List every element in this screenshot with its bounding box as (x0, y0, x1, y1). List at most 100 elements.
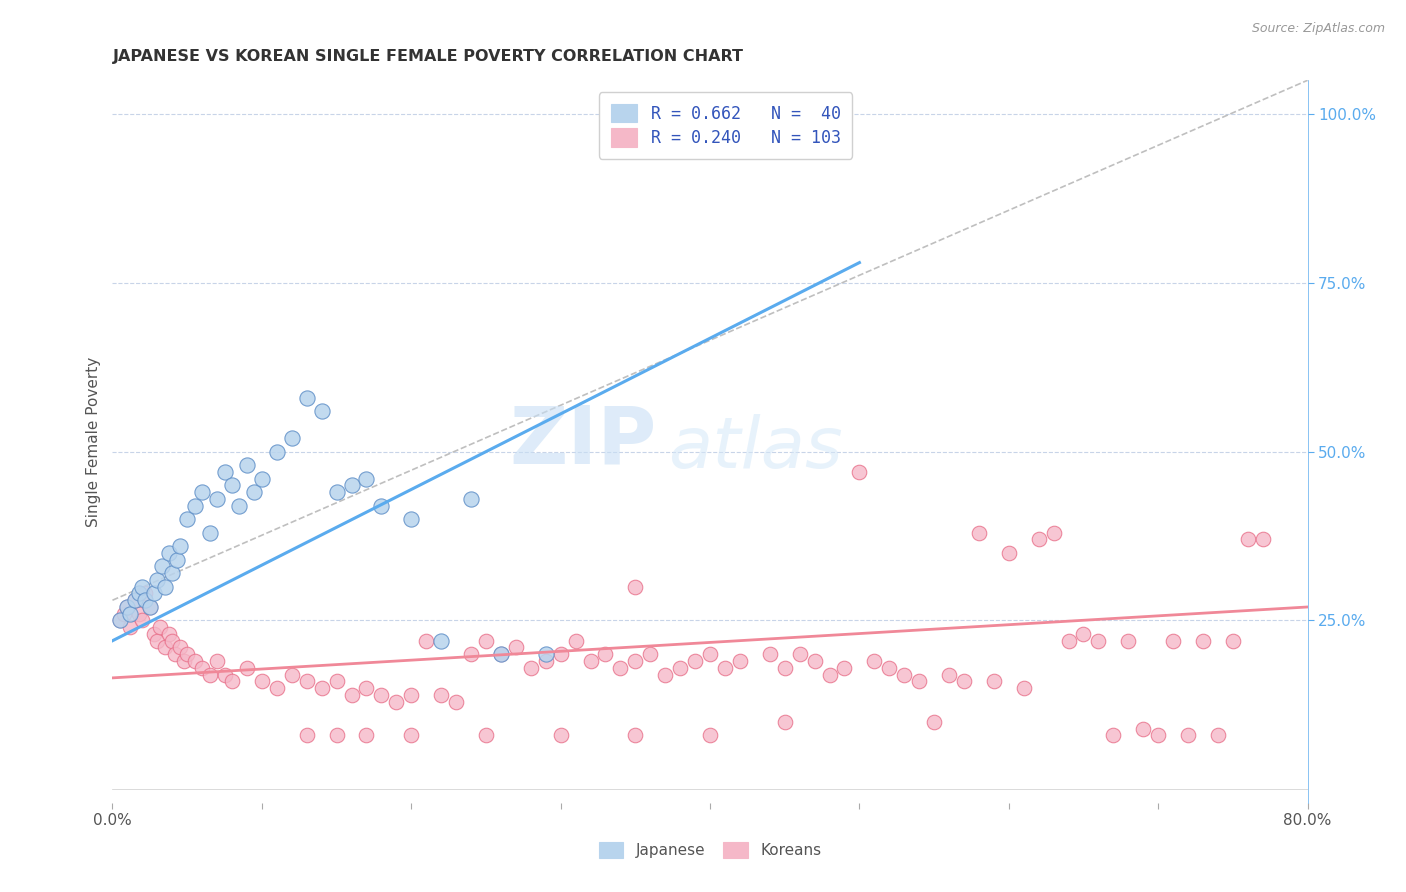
Point (773, 714, 796, 729)
Point (114, 607, 135, 621)
Point (520, 661, 543, 675)
Point (157, 627, 180, 641)
Point (1192, 633, 1215, 648)
Point (609, 661, 631, 675)
Point (108, 614, 131, 628)
Point (1206, 728, 1229, 742)
Point (430, 633, 453, 648)
Point (1102, 728, 1125, 742)
Point (165, 647, 187, 661)
Point (879, 661, 901, 675)
Text: JAPANESE VS KOREAN SINGLE FEMALE POVERTY CORRELATION CHART: JAPANESE VS KOREAN SINGLE FEMALE POVERTY… (112, 49, 744, 64)
Point (983, 674, 1005, 689)
Point (236, 661, 259, 675)
Point (401, 728, 423, 742)
Point (295, 391, 318, 405)
Point (128, 607, 150, 621)
Point (1118, 633, 1140, 648)
Point (325, 728, 347, 742)
Point (759, 647, 782, 661)
Point (370, 688, 392, 702)
Point (624, 580, 647, 594)
Point (205, 491, 228, 506)
Point (340, 478, 363, 492)
Point (176, 647, 198, 661)
Point (863, 654, 886, 668)
Point (162, 633, 183, 648)
Point (444, 694, 467, 708)
Point (370, 499, 392, 513)
Point (281, 431, 304, 445)
Point (183, 654, 205, 668)
Point (1057, 633, 1080, 648)
Point (475, 728, 498, 742)
Point (266, 681, 288, 695)
Point (460, 647, 482, 661)
Point (922, 714, 945, 729)
Point (325, 674, 347, 689)
Point (699, 647, 721, 661)
Point (460, 491, 482, 506)
Point (120, 607, 142, 621)
Point (295, 728, 318, 742)
Point (311, 404, 333, 418)
Point (325, 485, 347, 500)
Point (131, 614, 153, 628)
Point (550, 728, 572, 742)
Point (415, 633, 437, 648)
Point (198, 525, 221, 540)
Point (146, 573, 169, 587)
Point (564, 633, 586, 648)
Point (624, 654, 647, 668)
Point (1073, 627, 1095, 641)
Point (340, 688, 363, 702)
Point (595, 647, 617, 661)
Point (1177, 728, 1199, 742)
Point (236, 458, 259, 472)
Point (654, 667, 676, 681)
Point (191, 485, 214, 500)
Point (714, 661, 737, 675)
Point (214, 667, 236, 681)
Point (166, 552, 188, 566)
Point (169, 539, 191, 553)
Text: ZIP: ZIP (509, 402, 657, 481)
Point (356, 472, 378, 486)
Point (967, 525, 990, 540)
Point (356, 681, 378, 695)
Point (550, 647, 572, 661)
Point (150, 559, 173, 574)
Point (124, 593, 146, 607)
Point (385, 694, 408, 708)
Point (430, 688, 453, 702)
Point (505, 640, 527, 655)
Point (191, 661, 214, 675)
Point (134, 593, 156, 607)
Point (139, 599, 162, 614)
Point (908, 674, 931, 689)
Point (534, 647, 557, 661)
Point (149, 620, 172, 634)
Point (139, 599, 162, 614)
Point (401, 512, 423, 526)
Y-axis label: Single Female Poverty: Single Female Poverty (86, 357, 101, 526)
Point (128, 586, 150, 600)
Point (1042, 525, 1064, 540)
Point (1132, 722, 1154, 736)
Point (157, 546, 180, 560)
Point (311, 681, 333, 695)
Legend: Japanese, Koreans: Japanese, Koreans (589, 832, 831, 867)
Text: atlas: atlas (668, 414, 842, 483)
Point (953, 674, 976, 689)
Point (728, 654, 751, 668)
Point (699, 728, 721, 742)
Point (789, 647, 811, 661)
Point (146, 633, 169, 648)
Point (295, 674, 318, 689)
Point (173, 654, 195, 668)
Point (214, 465, 236, 479)
Point (848, 465, 870, 479)
Point (120, 620, 142, 634)
Point (401, 688, 423, 702)
Point (1012, 681, 1035, 695)
